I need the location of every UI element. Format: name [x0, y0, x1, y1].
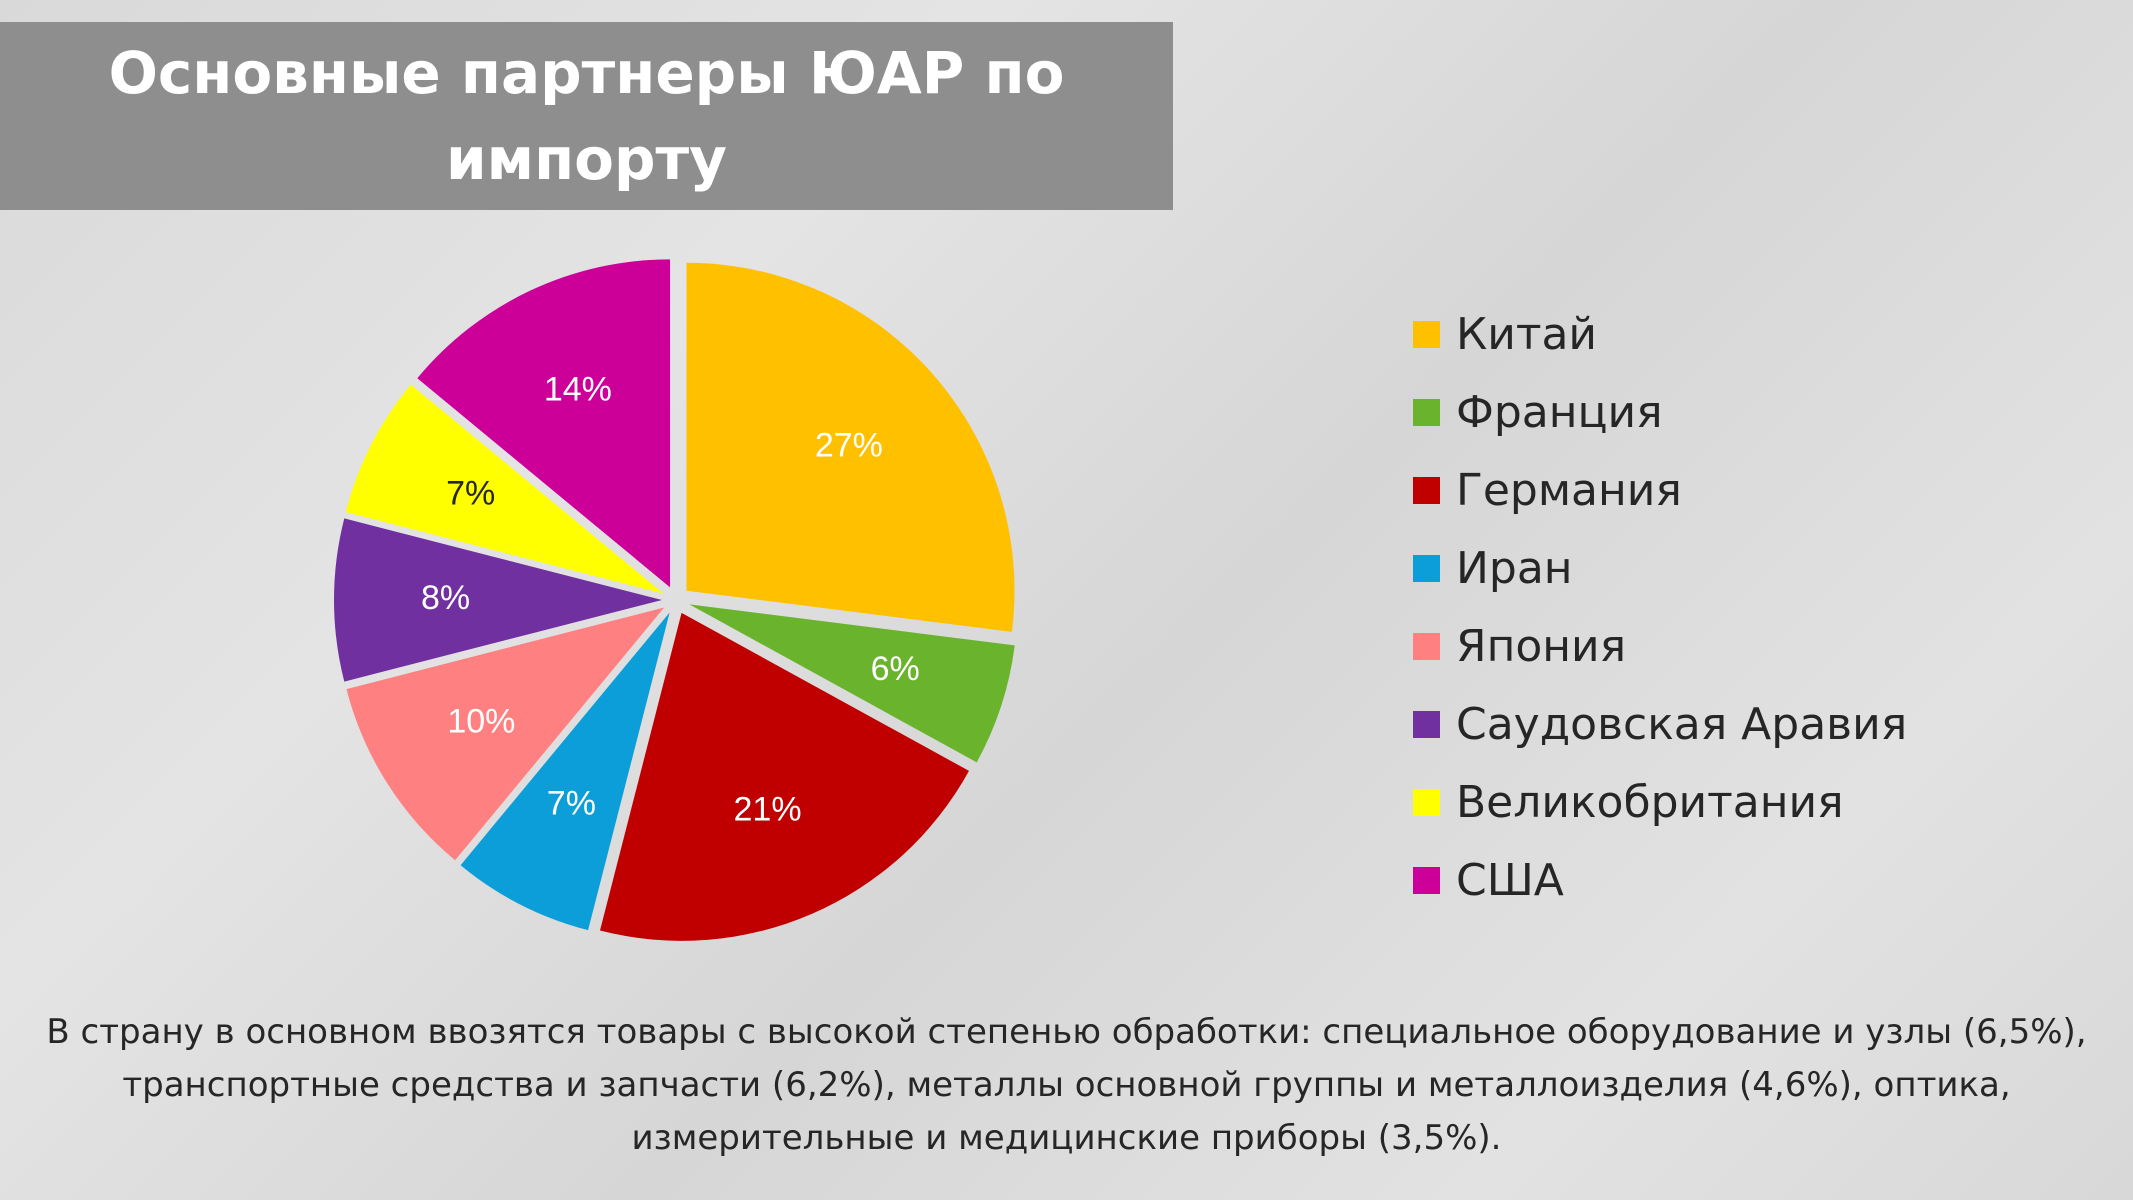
pie-slice-6 — [333, 518, 662, 682]
legend-item: Саудовская Аравия — [1413, 685, 1907, 763]
legend-item: Япония — [1413, 608, 1907, 686]
page-title: Основные партнеры ЮАР по импорту — [108, 39, 1065, 193]
legend-label: Китай — [1456, 309, 1598, 361]
legend-swatch — [1413, 321, 1440, 349]
legend-swatch — [1413, 788, 1440, 816]
pie-slice-1 — [686, 262, 1015, 632]
legend-label: Япония — [1456, 621, 1627, 672]
legend-item: Великобритания — [1413, 763, 1907, 841]
legend-item: Германия — [1413, 452, 1907, 530]
data-label-8: 14% — [544, 370, 612, 408]
data-label-5: 10% — [447, 702, 515, 740]
title-banner: Основные партнеры ЮАР по импорту — [0, 22, 1173, 210]
legend-item: Франция — [1413, 374, 1907, 452]
data-label-7: 7% — [446, 474, 495, 512]
chart-legend: Китай Франция Германия Иран Япония Саудовская… — [1413, 296, 1907, 919]
pie-chart: 27% 6% 21% 7% 10% 8% 7% 14% — [333, 259, 1015, 941]
legend-label: США — [1456, 854, 1564, 906]
legend-swatch — [1413, 399, 1440, 427]
legend-swatch — [1413, 633, 1440, 660]
pie-slice-4 — [460, 612, 670, 931]
legend-item: США — [1413, 841, 1907, 919]
data-label-4: 7% — [547, 784, 596, 822]
pie-slice-8 — [417, 259, 671, 588]
pie-slice-3 — [599, 612, 969, 941]
legend-swatch — [1413, 866, 1440, 894]
legend-label: Франция — [1456, 387, 1663, 439]
pie-slice-5 — [346, 607, 665, 861]
data-label-6: 8% — [421, 579, 470, 617]
legend-swatch — [1413, 710, 1440, 738]
legend-swatch — [1413, 555, 1440, 583]
legend-item: Иран — [1413, 530, 1907, 608]
legend-item: Китай — [1413, 296, 1907, 374]
data-label-3: 21% — [734, 791, 802, 829]
legend-label: Великобритания — [1456, 776, 1844, 828]
data-label-1: 27% — [815, 427, 883, 465]
legend-label: Иран — [1456, 543, 1573, 595]
legend-swatch — [1413, 477, 1440, 505]
footnote-text: В страну в основном ввозятся товары с вы… — [46, 1012, 2087, 1158]
pie-slice-2 — [689, 604, 1015, 763]
data-label-2: 6% — [871, 650, 920, 688]
legend-label: Германия — [1456, 465, 1682, 517]
pie-slice-7 — [345, 384, 664, 594]
legend-label: Саудовская Аравия — [1456, 698, 1908, 750]
